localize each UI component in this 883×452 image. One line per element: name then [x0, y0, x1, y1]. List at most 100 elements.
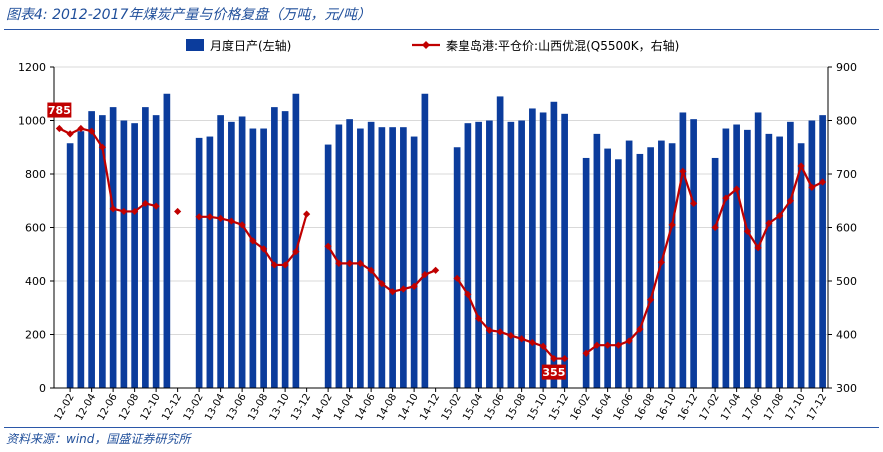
x-tick-label: 12-08: [117, 392, 141, 423]
x-tick-label: 15-12: [547, 392, 571, 423]
price-point: [496, 328, 504, 336]
title-divider: [4, 29, 879, 30]
bar: [217, 115, 224, 389]
price-point: [55, 124, 63, 133]
x-tick-label: 16-12: [676, 392, 700, 423]
price-point: [808, 183, 816, 191]
x-tick-label: 14-08: [375, 392, 399, 423]
price-point: [743, 227, 751, 235]
x-tick-label: 17-12: [805, 392, 829, 423]
bar: [335, 124, 343, 388]
x-tick-label: 16-06: [612, 392, 636, 423]
bar: [271, 107, 278, 388]
bar: [561, 113, 568, 388]
bar: [163, 93, 171, 388]
price-point: [754, 244, 762, 252]
bar: [228, 121, 235, 389]
data-label-text: 355: [542, 366, 565, 379]
price-point: [174, 207, 182, 216]
price-point: [206, 213, 214, 221]
data-label: 785: [47, 102, 72, 118]
chart-axes: [50, 66, 832, 392]
bar: [647, 147, 654, 388]
x-tick-label: 17-02: [698, 392, 722, 423]
price-point: [561, 354, 569, 363]
data-label: 355: [541, 364, 566, 380]
x-tick-label: 17-06: [741, 392, 765, 423]
y-left-tick-label: 800: [25, 168, 46, 181]
price-point: [346, 259, 354, 267]
bar: [744, 129, 751, 389]
price-point: [281, 261, 289, 269]
y-left-tick-label: 1000: [18, 115, 46, 128]
x-tick-label: 14-12: [418, 392, 442, 423]
price-point: [485, 326, 493, 334]
bar-series: [66, 93, 826, 389]
line-series: [55, 124, 827, 363]
price-point: [657, 258, 665, 266]
y-right-tick-label: 800: [836, 115, 857, 128]
bar: [260, 128, 267, 388]
price-point: [421, 270, 429, 279]
price-point: [625, 337, 633, 345]
price-point: [217, 214, 225, 223]
y-right-tick-label: 400: [836, 329, 857, 342]
bar: [486, 120, 493, 388]
x-tick-label: 13-04: [203, 392, 227, 423]
price-point: [249, 237, 257, 245]
bar: [109, 107, 117, 388]
x-tick-label: 14-06: [354, 392, 378, 423]
x-tick-label: 17-04: [719, 392, 743, 423]
y-left-tick-label: 200: [25, 329, 46, 342]
price-point: [636, 325, 644, 333]
x-tick-label: 16-10: [655, 392, 679, 423]
bar: [550, 101, 558, 389]
bar: [238, 116, 246, 389]
bar: [367, 121, 375, 389]
y-right-tick-label: 600: [836, 222, 857, 235]
price-point: [131, 207, 139, 216]
price-point: [432, 266, 440, 274]
bar: [66, 143, 74, 388]
bar: [668, 143, 676, 388]
y-left-tick-label: 1200: [18, 61, 46, 74]
price-point: [227, 217, 235, 225]
source-note: 资料来源：wind，国盛证券研究所: [6, 432, 191, 446]
y-right-tick-label: 300: [836, 382, 857, 395]
legend-bar-swatch: [186, 39, 204, 51]
x-tick-label: 12-06: [96, 392, 120, 423]
price-point: [120, 207, 128, 216]
price-point: [518, 335, 526, 343]
price-point: [324, 242, 332, 250]
x-tick-label: 13-02: [182, 392, 206, 423]
bar: [808, 120, 816, 388]
y-left-tick-label: 0: [39, 382, 46, 395]
chart-legend: 月度日产(左轴) 秦皇岛港:平仓价:山西优混(Q5500K，右轴): [186, 38, 679, 53]
price-line-segment: [58, 127, 157, 213]
bar: [582, 157, 590, 388]
price-point: [367, 266, 375, 274]
bar: [787, 121, 794, 389]
bar: [518, 120, 525, 388]
bar: [679, 112, 687, 388]
bar: [324, 144, 332, 388]
y-left-tick-label: 400: [25, 275, 46, 288]
price-point: [453, 274, 461, 282]
bar: [819, 115, 826, 389]
price-point: [88, 127, 96, 135]
bar: [389, 127, 396, 388]
price-point: [647, 296, 655, 304]
bar: [152, 115, 160, 389]
bar: [421, 93, 429, 388]
bar: [475, 121, 482, 389]
x-tick-label: 15-02: [440, 392, 464, 423]
price-point: [356, 259, 364, 267]
price-point: [593, 341, 601, 349]
price-point: [335, 259, 343, 267]
bar: [539, 112, 547, 388]
price-point: [238, 221, 246, 229]
x-tick-label: 12-02: [53, 392, 77, 423]
bar: [593, 133, 601, 388]
price-point: [797, 162, 805, 170]
